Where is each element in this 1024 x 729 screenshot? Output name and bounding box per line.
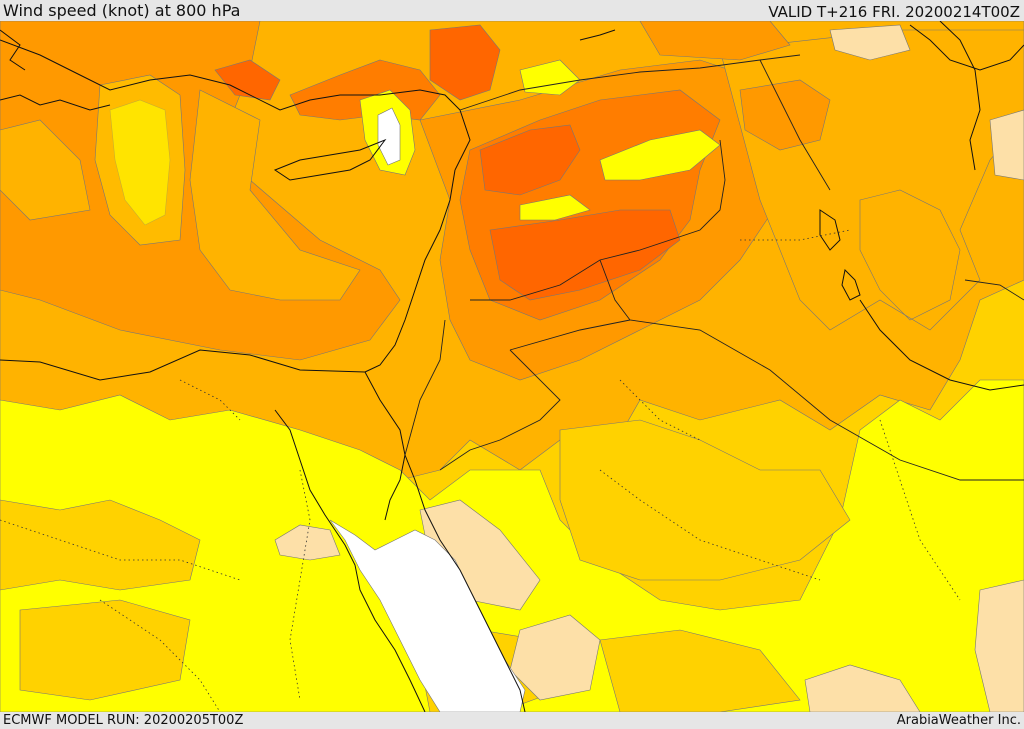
map-header: Wind speed (knot) at 800 hPa VALID T+216… (0, 0, 1024, 21)
map-footer: ECMWF MODEL RUN: 20200205T00Z ArabiaWeat… (0, 712, 1024, 729)
field-cyprus-white (377, 107, 401, 166)
field-pale-4 (804, 664, 921, 712)
field-pale-5 (974, 579, 1024, 712)
field-max-core-2 (479, 124, 581, 196)
field-east-dark-2 (639, 21, 791, 61)
wind-speed-map[interactable] (0, 21, 1024, 712)
field-west-lightorange-south (0, 499, 201, 591)
field-syria-yellow-2 (519, 194, 591, 221)
field-pale-1 (274, 524, 341, 561)
province-borders (0, 229, 961, 712)
field-turkey-red (214, 59, 281, 101)
field-syria-yellow (599, 129, 721, 181)
field-max-core-3 (429, 24, 501, 101)
field-lightorange-streak (94, 74, 186, 246)
field-max-core-1 (489, 209, 681, 301)
valid-time: VALID T+216 FRI. 20200214T00Z (768, 3, 1020, 21)
field-yemen-lightorange (599, 629, 801, 712)
field-orange-inner-sea (0, 119, 91, 221)
field-north-yellow (519, 59, 581, 96)
field-east-yellow (859, 189, 961, 321)
model-run: ECMWF MODEL RUN: 20200205T00Z (3, 713, 244, 728)
field-sw-lightorange (19, 599, 191, 701)
field-east-dark (739, 79, 831, 151)
field-pale-6 (989, 109, 1024, 181)
field-south-lightorange (559, 419, 851, 581)
country-borders (404, 54, 1024, 481)
credit: ArabiaWeather Inc. (896, 713, 1021, 728)
field-pale-7 (829, 24, 911, 61)
map-canvas (0, 21, 1024, 712)
field-orange-sea-2 (189, 89, 361, 301)
map-title: Wind speed (knot) at 800 hPa (3, 1, 241, 20)
